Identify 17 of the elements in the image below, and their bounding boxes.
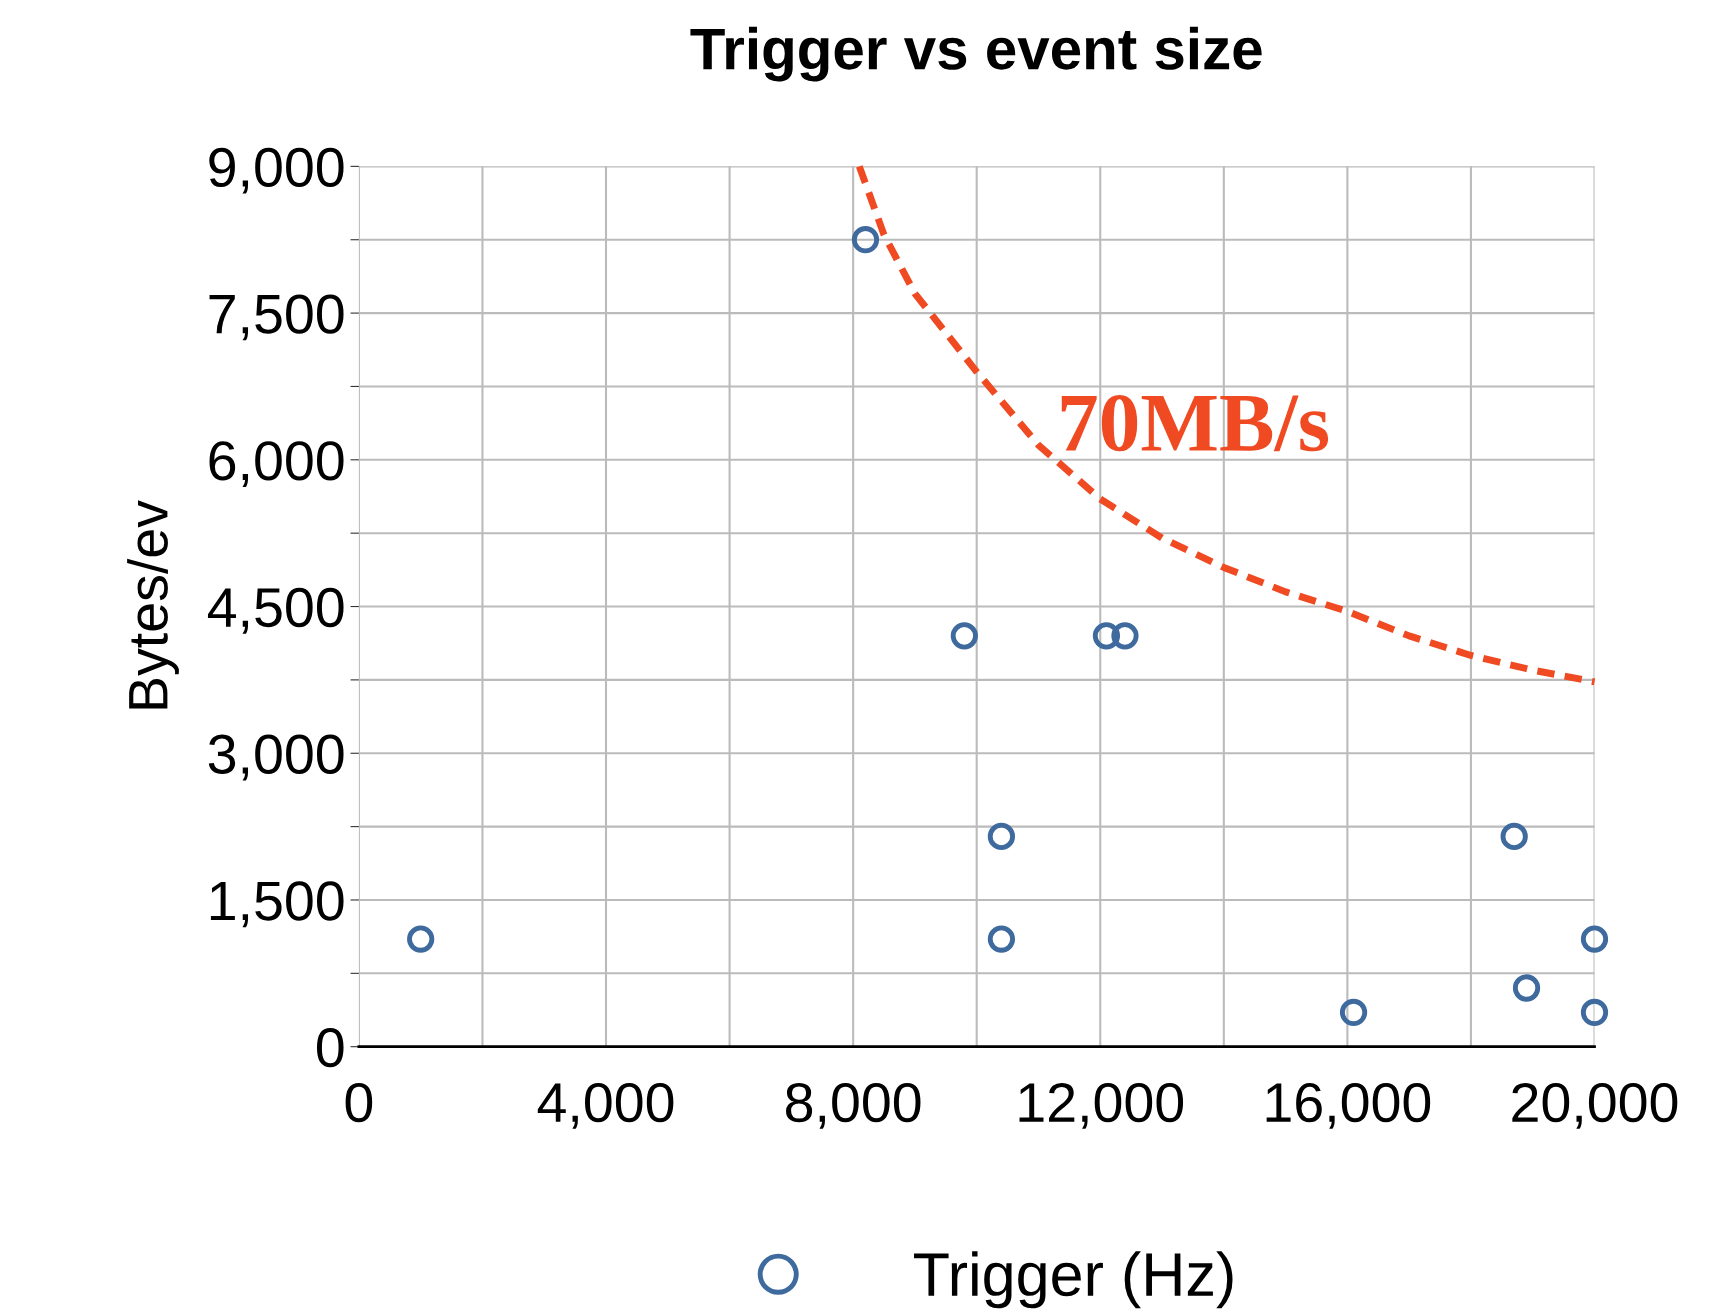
x-tick-label: 0 <box>345 1082 373 1123</box>
chart-title: Trigger vs event size <box>690 26 1262 82</box>
x-tick-label: 16,000 <box>1266 1082 1431 1129</box>
y-tick-label: 9,000 <box>209 147 344 194</box>
y-tick-label: 4,500 <box>207 587 344 634</box>
annotation: 70MB/s <box>1061 395 1329 452</box>
y-tick-label: 6,000 <box>209 441 344 488</box>
x-tick-label: 8,000 <box>786 1082 921 1129</box>
y-axis-title: Bytes/ev <box>127 500 179 709</box>
y-tick-label: 7,500 <box>209 294 344 341</box>
x-tick-label: 20,000 <box>1512 1082 1678 1129</box>
legend-label: Trigger (Hz) <box>914 1251 1233 1309</box>
x-tick-label: 12,000 <box>1019 1082 1184 1129</box>
y-tick-label: 1,500 <box>210 881 344 928</box>
x-tick-label: 4,000 <box>537 1082 674 1129</box>
y-tick-label: 3,000 <box>208 734 344 781</box>
y-tick-label: 0 <box>316 1028 344 1068</box>
